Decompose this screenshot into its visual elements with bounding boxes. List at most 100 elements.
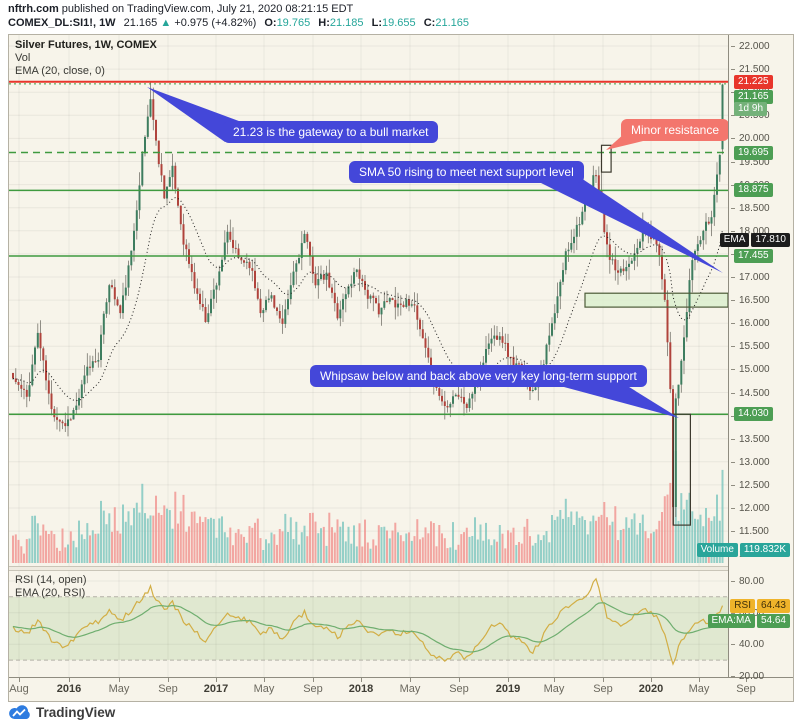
candle-body [251, 268, 254, 271]
tradingview-wordmark[interactable]: TradingView [36, 705, 116, 720]
candle-body [669, 342, 672, 390]
rsi-pane[interactable] [9, 571, 728, 677]
volume-bar [152, 515, 155, 563]
time-axis-label: Sep [736, 683, 756, 695]
volume-bar [630, 519, 633, 563]
volume-bar [168, 510, 171, 563]
rsi-value-value: 64.43 [756, 598, 790, 613]
candle-body [146, 116, 149, 137]
candle-body [573, 236, 575, 244]
candle-body [515, 363, 518, 366]
candle-body [559, 281, 562, 297]
candle-body [149, 99, 152, 117]
candle-body [320, 274, 322, 279]
callout-whipsaw[interactable]: Whipsaw below and back above very key lo… [310, 365, 647, 387]
volume-bar [375, 545, 377, 563]
volume-bar [232, 545, 234, 563]
volume-bar [603, 502, 606, 563]
price-pane[interactable] [9, 35, 728, 566]
candle-body [31, 364, 34, 386]
volume-bar [306, 536, 309, 563]
rsi-legend[interactable]: RSI (14, open) [15, 574, 87, 586]
price-axis-label: 17.000 [731, 272, 770, 283]
candle-body [102, 313, 105, 335]
volume-bar [133, 508, 135, 563]
candle-body [295, 263, 298, 272]
callout-minor-resistance[interactable]: Minor resistance [621, 119, 730, 141]
callout-gateway[interactable]: 21.23 is the gateway to a bull market [223, 121, 439, 143]
volume-bar [691, 511, 694, 563]
volume-bar [190, 511, 193, 563]
candle-body [685, 312, 688, 338]
volume-bar [350, 543, 353, 563]
time-tick [554, 678, 555, 682]
rsi-axis-label: 20.00 [731, 671, 764, 682]
pane-divider[interactable] [9, 566, 793, 571]
chart-container[interactable]: Silver Futures, 1W, COMEX Vol EMA (20, c… [8, 34, 794, 702]
volume-bar [410, 540, 413, 563]
candle-body [584, 199, 586, 212]
price-axis-label: 16.500 [731, 295, 770, 306]
volume-bar [540, 540, 542, 563]
candle-body [28, 385, 31, 397]
rsi-band [9, 596, 728, 661]
candle-body [67, 419, 69, 427]
rsi-ema-legend[interactable]: EMA (20, RSI) [15, 587, 86, 599]
volume-bar [545, 531, 548, 563]
rsi-line[interactable] [12, 577, 724, 666]
candle-body [23, 388, 25, 390]
candle-body [273, 295, 276, 308]
candle-body [644, 226, 647, 233]
candle-body [416, 305, 419, 320]
support-zone-border[interactable] [584, 292, 728, 308]
volume-bar [578, 517, 581, 563]
time-axis-label: May [543, 683, 565, 695]
candle-body [707, 221, 710, 224]
time-axis-label: May [399, 683, 421, 695]
candle-body [471, 393, 474, 399]
volume-bar [322, 526, 325, 563]
minor-resistance-marker[interactable] [601, 145, 612, 173]
price-axis[interactable]: 22.00021.50021.00020.50020.00019.50019.0… [696, 35, 793, 682]
volume-bar [523, 526, 526, 563]
candle-body [622, 268, 625, 272]
candle-body [355, 269, 358, 273]
candle-body [127, 265, 130, 288]
rsi-axis-label: 60.00 [731, 608, 764, 619]
price-axis-label: 20.500 [731, 110, 770, 121]
candle-body [361, 278, 364, 281]
candle-body [234, 247, 237, 249]
candle-body [718, 154, 721, 175]
time-axis[interactable]: Aug 2016 May Sep 2017 May Sep 2018 May Sep 2019 May… [9, 677, 793, 701]
rsi-ema-line[interactable] [12, 602, 723, 653]
candle-body [331, 287, 333, 293]
volume-bar [537, 534, 540, 563]
callout-sma50[interactable]: SMA 50 rising to meet next support level [349, 161, 584, 183]
volume-bar [515, 545, 518, 563]
symbol-name[interactable]: COMEX_DL:SI1!, 1W [8, 17, 116, 29]
volume-bar [460, 534, 463, 563]
volume-bar [300, 532, 303, 563]
high-value: 21.185 [329, 17, 364, 29]
volume-bar [663, 496, 666, 563]
volume-bar [443, 538, 446, 563]
candle-body [419, 319, 421, 330]
support-zone[interactable] [585, 293, 728, 308]
axis-badge-support-1: 18.875 [734, 183, 773, 198]
volume-bar [108, 513, 111, 563]
series-title[interactable]: Silver Futures, 1W, COMEX [15, 39, 157, 51]
volume-bar [328, 512, 331, 563]
up-arrow-icon: ▲ [160, 17, 172, 29]
volume-bar [581, 516, 584, 563]
volume-bar [149, 515, 152, 563]
volume-bar [556, 516, 559, 563]
axis-badge-minor-res-level: 19.695 [734, 145, 773, 160]
candle-body [463, 397, 465, 404]
ema-legend[interactable]: EMA (20, close, 0) [15, 65, 105, 77]
tradingview-cloud-icon [9, 705, 30, 719]
volume-bar [199, 516, 201, 563]
volume-bar [526, 518, 529, 563]
volume-legend[interactable]: Vol [15, 52, 31, 64]
volume-bar [58, 550, 61, 563]
whipsaw-box-border[interactable] [672, 413, 691, 526]
